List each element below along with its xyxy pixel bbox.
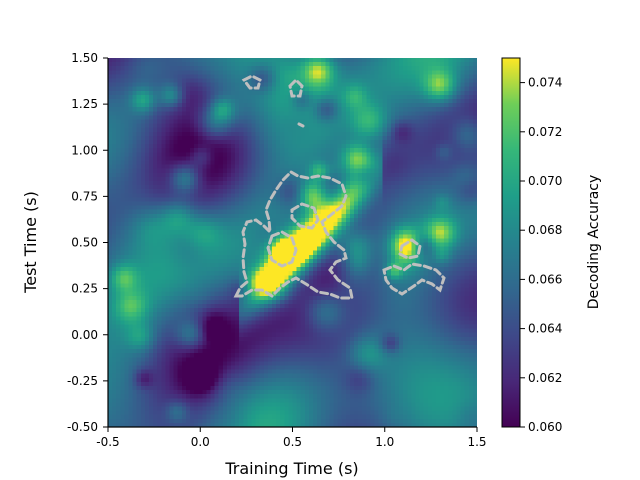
y-tick-label: 1.50 xyxy=(71,51,98,65)
y-tick-label: 0.25 xyxy=(71,282,98,296)
contour-main-cluster xyxy=(233,170,354,300)
contour-top-mid xyxy=(288,77,304,98)
colorbar-tick-label: 0.068 xyxy=(528,223,562,237)
heatmap-area xyxy=(108,58,477,427)
x-axis-ticks: -0.5 0.0 0.5 1.0 1.5 xyxy=(96,427,487,449)
y-tick-label: 0.50 xyxy=(71,236,98,250)
y-tick-label: 0.00 xyxy=(71,328,98,342)
x-axis-label: Training Time (s) xyxy=(224,459,358,478)
x-tick-label: 0.0 xyxy=(191,435,210,449)
contour-right-small xyxy=(398,238,422,260)
contour-inner-ring-2 xyxy=(290,202,320,230)
colorbar-gradient xyxy=(501,57,521,428)
y-axis-ticks: -0.50 -0.25 0.00 0.25 0.50 0.75 1.00 1.25 1.50 xyxy=(67,51,108,434)
y-tick-label: 0.75 xyxy=(71,189,98,203)
y-tick-label: 1.25 xyxy=(71,97,98,111)
y-tick-label: 1.00 xyxy=(71,143,98,157)
colorbar: 0.060 0.062 0.064 0.066 0.068 0.070 0.072 0.074… xyxy=(501,57,602,434)
colorbar-tick-label: 0.066 xyxy=(528,272,562,286)
y-tick-label: -0.50 xyxy=(67,420,98,434)
colorbar-tick-label: 0.062 xyxy=(528,371,562,385)
colorbar-tick-label: 0.072 xyxy=(528,125,562,139)
x-tick-label: 1.5 xyxy=(467,435,486,449)
y-axis-label: Test Time (s) xyxy=(21,191,40,294)
colorbar-tick-label: 0.060 xyxy=(528,420,562,434)
x-tick-label: -0.5 xyxy=(96,435,119,449)
colorbar-label: Decoding Accuracy xyxy=(586,175,602,310)
contour-inner-ring xyxy=(266,230,298,268)
x-tick-label: 0.5 xyxy=(283,435,302,449)
significance-contour xyxy=(233,74,446,300)
colorbar-tick-label: 0.070 xyxy=(528,174,562,188)
contour-top-left xyxy=(241,74,262,90)
contour-right-cluster xyxy=(382,262,446,296)
colorbar-tick-label: 0.064 xyxy=(528,322,562,336)
colorbar-ticks: 0.060 0.062 0.064 0.066 0.068 0.070 0.072 0.074 xyxy=(520,76,562,434)
colorbar-tick-label: 0.074 xyxy=(528,76,562,90)
y-tick-label: -0.25 xyxy=(67,374,98,388)
contour-dot xyxy=(297,122,305,128)
x-tick-label: 1.0 xyxy=(375,435,394,449)
